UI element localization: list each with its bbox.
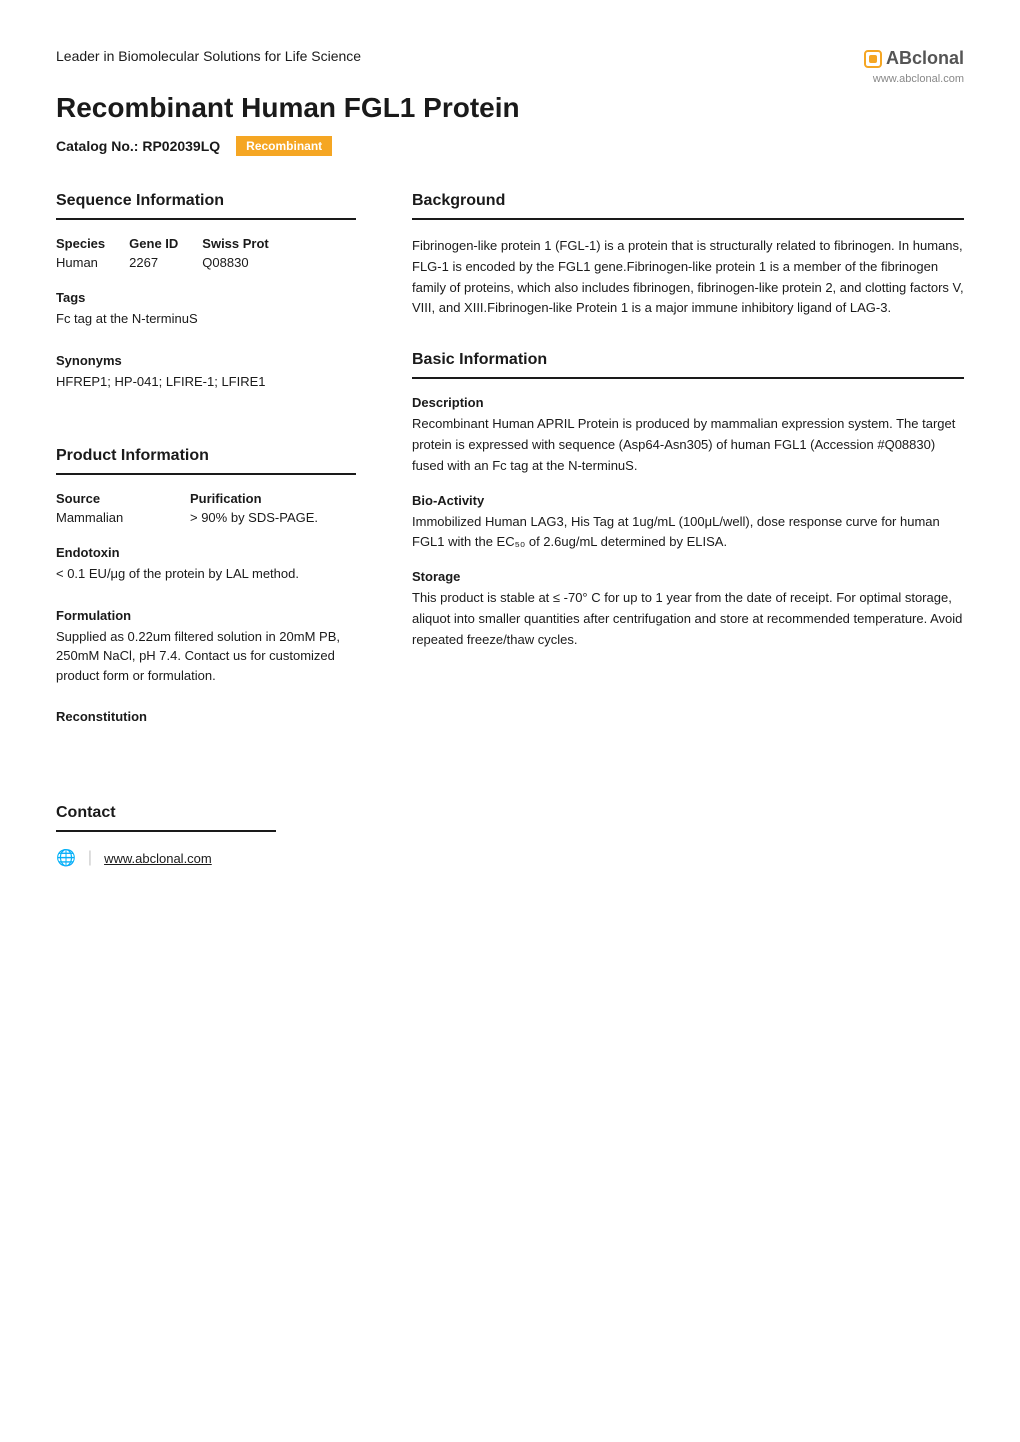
bioactivity-label: Bio-Activity bbox=[412, 493, 964, 508]
basic-info-section: Basic Information Description Recombinan… bbox=[412, 351, 964, 650]
gene-id-field: Gene ID 2267 bbox=[129, 236, 178, 270]
source-field: Source Mammalian bbox=[56, 491, 166, 525]
formulation-section: Formulation Supplied as 0.22um filtered … bbox=[56, 608, 356, 686]
contact-row: 🌐 | www.abclonal.com bbox=[56, 848, 356, 868]
globe-icon: 🌐 bbox=[56, 848, 76, 868]
catalog-row: Catalog No.: RP02039LQ Recombinant bbox=[56, 136, 864, 156]
logo-text: ABclonal bbox=[886, 48, 964, 69]
purification-value: > 90% by SDS-PAGE. bbox=[190, 510, 318, 525]
basic-info-title: Basic Information bbox=[412, 351, 964, 379]
contact-title: Contact bbox=[56, 804, 276, 832]
tags-label: Tags bbox=[56, 290, 356, 305]
bioactivity-body: Immobilized Human LAG3, His Tag at 1ug/m… bbox=[412, 512, 964, 554]
swiss-prot-value: Q08830 bbox=[202, 255, 268, 270]
logo-icon bbox=[864, 50, 882, 68]
synonyms-section: Synonyms HFREP1; HP-041; LFIRE-1; LFIRE1 bbox=[56, 353, 356, 392]
product-info-title: Product Information bbox=[56, 447, 356, 475]
storage-label: Storage bbox=[412, 569, 964, 584]
swiss-prot-field: Swiss Prot Q08830 bbox=[202, 236, 268, 270]
swiss-prot-label: Swiss Prot bbox=[202, 236, 268, 251]
sequence-info-title: Sequence Information bbox=[56, 192, 356, 220]
formulation-value: Supplied as 0.22um filtered solution in … bbox=[56, 627, 356, 686]
gene-id-value: 2267 bbox=[129, 255, 178, 270]
product-field-row: Source Mammalian Purification > 90% by S… bbox=[56, 491, 356, 525]
source-value: Mammalian bbox=[56, 510, 166, 525]
sequence-field-row: Species Human Gene ID 2267 Swiss Prot Q0… bbox=[56, 236, 356, 270]
synonyms-value: HFREP1; HP-041; LFIRE-1; LFIRE1 bbox=[56, 372, 356, 392]
catalog-label: Catalog No.: RP02039LQ bbox=[56, 138, 220, 154]
logo-box: ABclonal bbox=[864, 48, 964, 69]
page-title: Recombinant Human FGL1 Protein bbox=[56, 92, 864, 124]
synonyms-label: Synonyms bbox=[56, 353, 356, 368]
contact-section: Contact 🌐 | www.abclonal.com bbox=[56, 804, 356, 868]
species-label: Species bbox=[56, 236, 105, 251]
description-body: Recombinant Human APRIL Protein is produ… bbox=[412, 414, 964, 476]
header: Leader in Biomolecular Solutions for Lif… bbox=[56, 48, 964, 156]
right-column: Background Fibrinogen-like protein 1 (FG… bbox=[412, 192, 964, 868]
endotoxin-label: Endotoxin bbox=[56, 545, 356, 560]
species-value: Human bbox=[56, 255, 105, 270]
recombinant-badge: Recombinant bbox=[236, 136, 332, 156]
content-grid: Sequence Information Species Human Gene … bbox=[56, 192, 964, 868]
logo-url: www.abclonal.com bbox=[864, 73, 964, 85]
logo-area: ABclonal www.abclonal.com bbox=[864, 48, 964, 85]
gene-id-label: Gene ID bbox=[129, 236, 178, 251]
header-left: Leader in Biomolecular Solutions for Lif… bbox=[56, 48, 864, 156]
endotoxin-section: Endotoxin < 0.1 EU/μg of the protein by … bbox=[56, 545, 356, 584]
endotoxin-value: < 0.1 EU/μg of the protein by LAL method… bbox=[56, 564, 356, 584]
background-body: Fibrinogen-like protein 1 (FGL-1) is a p… bbox=[412, 236, 964, 319]
reconstitution-section: Reconstitution bbox=[56, 709, 356, 724]
tags-section: Tags Fc tag at the N-terminuS bbox=[56, 290, 356, 329]
leader-text: Leader in Biomolecular Solutions for Lif… bbox=[56, 48, 864, 64]
source-label: Source bbox=[56, 491, 166, 506]
species-field: Species Human bbox=[56, 236, 105, 270]
reconstitution-label: Reconstitution bbox=[56, 709, 356, 724]
storage-body: This product is stable at ≤ -70° C for u… bbox=[412, 588, 964, 650]
formulation-label: Formulation bbox=[56, 608, 356, 623]
purification-field: Purification > 90% by SDS-PAGE. bbox=[190, 491, 318, 525]
description-label: Description bbox=[412, 395, 964, 410]
purification-label: Purification bbox=[190, 491, 318, 506]
background-title: Background bbox=[412, 192, 964, 220]
background-section: Background Fibrinogen-like protein 1 (FG… bbox=[412, 192, 964, 319]
contact-link[interactable]: www.abclonal.com bbox=[104, 851, 212, 866]
tags-value: Fc tag at the N-terminuS bbox=[56, 309, 356, 329]
divider: | bbox=[88, 849, 92, 867]
left-column: Sequence Information Species Human Gene … bbox=[56, 192, 356, 868]
